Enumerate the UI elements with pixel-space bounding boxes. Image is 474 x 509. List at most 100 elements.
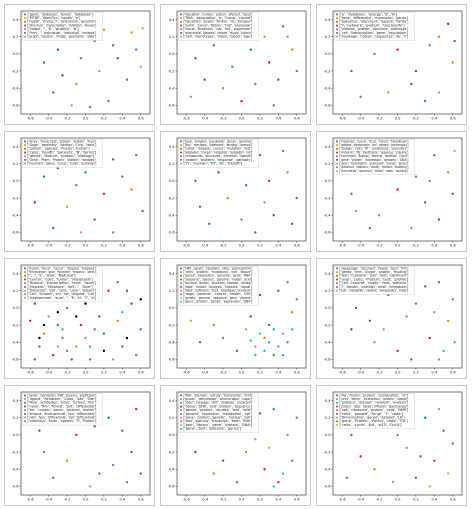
- legend-marker: [336, 420, 338, 423]
- y-tick-label: 0.0: [325, 52, 331, 56]
- legend-marker: [180, 158, 182, 161]
- data-point: [244, 184, 248, 187]
- data-point: [134, 153, 138, 157]
- x-tick-label: 0.0: [395, 244, 401, 248]
- data-point: [387, 91, 390, 94]
- legend-marker: [24, 297, 26, 299]
- x-tick-label: 0.0: [239, 371, 245, 375]
- legend-label: ['e', 'database', 'energy', 'B', 'H']: [340, 12, 397, 16]
- legend-label: ['sequence', 'alignment', 'regions', 'fa…: [340, 20, 409, 24]
- data-point: [254, 231, 257, 234]
- legend-label: ['protein', 'data', 'based', 'diffusion'…: [340, 404, 409, 408]
- data-point: [125, 336, 129, 340]
- data-point: [396, 188, 399, 191]
- data-point: [437, 91, 441, 94]
- y-tick-label: -0.2: [11, 323, 18, 327]
- data-point: [286, 35, 289, 38]
- data-point: [446, 22, 450, 26]
- x-tick-label: -0.2: [376, 244, 383, 248]
- x-tick-label: 0.4: [119, 371, 125, 375]
- legend-marker: [336, 405, 338, 408]
- legend-marker: [180, 24, 182, 27]
- data-point: [93, 328, 96, 331]
- legend-marker: [24, 17, 26, 20]
- data-point: [52, 353, 55, 357]
- data-point: [240, 218, 243, 221]
- legend: ['fusion', 'focus', 'cancer', 'disease',…: [22, 266, 103, 303]
- legend-marker: [24, 144, 26, 147]
- x-tick-label: -0.6: [339, 244, 347, 248]
- legend-marker: [336, 398, 338, 401]
- x-tick-label: -0.4: [201, 371, 209, 375]
- legend-marker: [24, 293, 26, 296]
- legend-label: ['compounds', 'structures', 'chemical', …: [184, 154, 253, 158]
- data-point: [194, 57, 197, 60]
- data-point: [244, 450, 248, 454]
- data-point: [414, 302, 418, 305]
- y-tick-label: -0.6: [323, 104, 331, 108]
- legend-label: ['metabolism', 'changes', 'metabolites',…: [184, 150, 253, 154]
- legend-label: ['T', 'transfer', 'meetings', 'recall', …: [340, 285, 409, 289]
- x-tick-label: 0.0: [83, 371, 89, 375]
- legend-marker: [336, 158, 338, 161]
- legend-label: ['infectious', 'Earth', 'species', 'Ti',…: [28, 419, 97, 423]
- x-tick-label: 0.0: [395, 117, 401, 121]
- legend-label: ['cells', 'type', 'Differentiate', 'Cell…: [28, 416, 97, 420]
- data-point: [277, 289, 280, 292]
- x-tick-label: 0.6: [138, 371, 144, 375]
- x-tick-label: -0.4: [45, 498, 53, 502]
- data-point: [437, 358, 441, 361]
- y-tick-label: -0.2: [11, 450, 18, 454]
- data-point: [116, 57, 119, 60]
- data-point: [428, 179, 431, 183]
- legend-marker: [336, 31, 338, 34]
- data-point: [38, 336, 41, 340]
- legend-label: ['Ferry', '', 'population', 'individual'…: [28, 31, 97, 35]
- legend-marker: [336, 20, 338, 23]
- data-point: [368, 226, 372, 230]
- x-tick-label: 0.2: [257, 371, 263, 375]
- y-tick-label: -0.4: [11, 86, 19, 90]
- legend-marker: [24, 13, 26, 16]
- legend-box: [22, 12, 103, 41]
- legend-marker: [336, 278, 338, 281]
- y-tick-label: -0.6: [11, 231, 19, 235]
- data-point: [65, 205, 69, 208]
- legend-label: ['Polymorphism', 'gene', 'Parameter', 'f…: [28, 270, 97, 274]
- y-tick-label: -0.2: [167, 196, 174, 200]
- legend-marker: [336, 282, 338, 285]
- legend-label: ['treatment', 'genes', 'cancer', 'tumor'…: [28, 162, 97, 166]
- data-point: [65, 349, 69, 353]
- x-tick-label: 0.2: [101, 244, 107, 248]
- data-point: [208, 222, 211, 226]
- data-point: [446, 472, 450, 475]
- legend-label: ['user', 'cells', 'Protein', 'test', 'pr…: [340, 277, 409, 281]
- legend-marker: [180, 155, 182, 158]
- legend-label: ['Anopheles', 'Cancer', 'Drug', 'Clinica…: [340, 139, 409, 143]
- x-tick-label: 0.0: [395, 498, 401, 502]
- y-tick-label: -0.4: [11, 340, 19, 344]
- data-point: [277, 345, 280, 348]
- y-tick-label: -0.4: [11, 213, 19, 217]
- legend-marker: [336, 28, 338, 31]
- data-point: [33, 358, 37, 361]
- legend-marker: [336, 424, 338, 426]
- data-point: [437, 35, 441, 38]
- data-point: [116, 280, 119, 284]
- scatter-plot-12: -0.6 -0.4 -0.2 0.0 0.2 0.4 0.6 0.4 0.2 0.0 -0.2 -0.…: [323, 391, 463, 502]
- y-tick-label: -0.4: [167, 86, 175, 90]
- data-point: [405, 446, 408, 449]
- x-tick-label: -0.6: [183, 371, 191, 375]
- legend-marker: [24, 162, 26, 165]
- data-point: [350, 433, 353, 437]
- x-tick-label: -0.4: [201, 498, 209, 502]
- legend-marker: [336, 144, 338, 147]
- data-point: [451, 298, 454, 301]
- legend-marker: [180, 293, 182, 296]
- legend: ['Gender', 'hybridization', 'RNA', 'sequ…: [22, 393, 103, 426]
- data-point: [428, 336, 431, 340]
- data-point: [61, 74, 64, 77]
- legend-marker: [180, 401, 182, 404]
- data-point: [130, 31, 133, 34]
- y-tick-label: -0.4: [323, 213, 331, 217]
